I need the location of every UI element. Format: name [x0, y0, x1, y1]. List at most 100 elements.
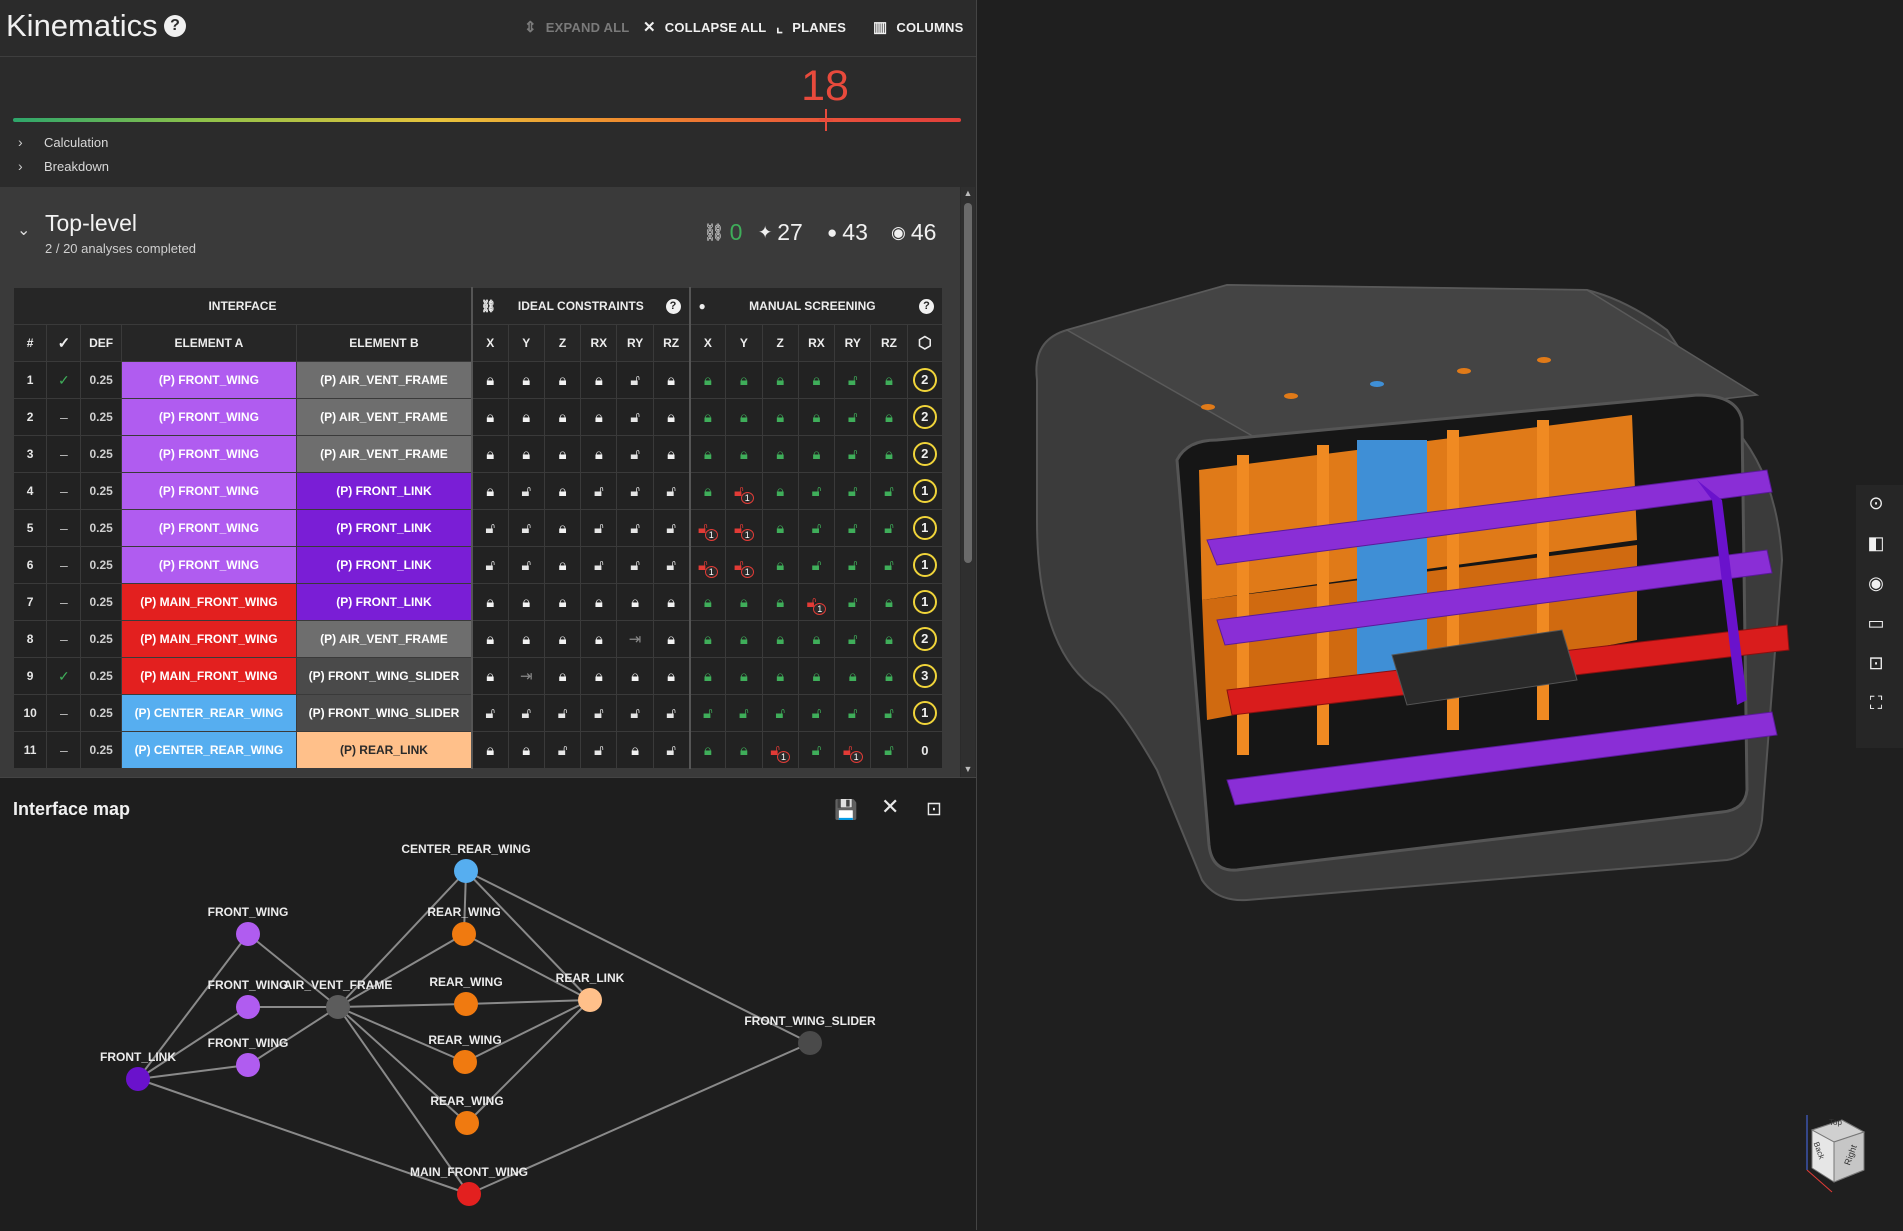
element-a-cell[interactable]: (P) FRONT_WING	[120, 509, 298, 547]
manual-screening-cell[interactable]: 🔓︎1	[688, 546, 727, 584]
ideal-constraint-cell[interactable]: ⇥	[616, 620, 654, 658]
manual-screening-cell[interactable]: 🔒︎	[688, 731, 727, 769]
ideal-constraint-cell[interactable]: 🔒︎	[580, 398, 618, 436]
chevron-down-icon[interactable]: ⌄	[17, 222, 31, 239]
fullscreen-icon[interactable]: ⛶	[1869, 693, 1883, 713]
graph-node[interactable]	[578, 988, 602, 1012]
columns-button[interactable]: ▥ COLUMNS	[873, 14, 964, 40]
ideal-constraint-cell[interactable]: 🔒︎	[507, 620, 545, 658]
ideal-constraint-cell[interactable]: 🔓︎	[470, 546, 509, 584]
save-icon[interactable]: 💾	[834, 800, 858, 821]
manual-screening-cell[interactable]: 🔓︎	[870, 509, 908, 547]
ideal-constraint-cell[interactable]: 🔒︎	[652, 398, 691, 436]
3d-model-render[interactable]	[977, 0, 1903, 1230]
manual-screening-cell[interactable]: 🔒︎	[834, 657, 872, 695]
manual-screening-cell[interactable]: 🔒︎	[797, 657, 836, 695]
table-row[interactable]: 4–0.25 (P) FRONT_WING (P) FRONT_LINK 🔒︎ 🔓︎ 🔒︎…	[12, 472, 944, 510]
table-row[interactable]: 3–0.25 (P) FRONT_WING (P) AIR_VENT_FRAME 🔒︎…	[12, 435, 944, 473]
manual-screening-cell[interactable]: 🔒︎	[688, 620, 727, 658]
ideal-constraint-cell[interactable]: 🔒︎	[543, 620, 582, 658]
ideal-constraint-cell[interactable]: 🔒︎	[543, 435, 582, 473]
element-a-cell[interactable]: (P) CENTER_REAR_WING	[120, 694, 298, 732]
table-row[interactable]: 1 ✓ 0.25 (P) FRONT_WING (P) AIR_VENT_FRAME 🔒︎…	[12, 361, 944, 399]
manual-screening-cell[interactable]: 🔓︎	[870, 731, 908, 769]
manual-screening-cell[interactable]: 🔓︎	[834, 546, 872, 584]
element-a-cell[interactable]: (P) FRONT_WING	[120, 546, 298, 584]
graph-node[interactable]	[453, 1050, 477, 1074]
manual-screening-cell[interactable]: 🔒︎	[761, 509, 799, 547]
graph-node[interactable]	[236, 1053, 260, 1077]
manual-screening-cell[interactable]: 🔒︎	[688, 361, 727, 399]
element-b-cell[interactable]: (P) AIR_VENT_FRAME	[296, 361, 473, 399]
ideal-constraint-cell[interactable]: 🔒︎	[507, 398, 545, 436]
close-icon[interactable]: ✕	[881, 794, 900, 819]
ideal-constraint-cell[interactable]: 🔓︎	[652, 472, 691, 510]
ideal-constraint-cell[interactable]: 🔓︎	[580, 694, 618, 732]
help-icon[interactable]: ?	[919, 298, 934, 314]
manual-screening-cell[interactable]: 🔒︎	[688, 583, 727, 621]
table-row[interactable]: 11–0.25 (P) CENTER_REAR_WING (P) REAR_LINK…	[12, 731, 944, 769]
ideal-constraint-cell[interactable]: 🔓︎	[580, 472, 618, 510]
table-row[interactable]: 8–0.25 (P) MAIN_FRONT_WING (P) AIR_VENT_FR…	[12, 620, 944, 658]
element-a-cell[interactable]: (P) CENTER_REAR_WING	[120, 731, 298, 769]
ideal-constraint-cell[interactable]: 🔒︎	[652, 583, 691, 621]
ideal-constraint-cell[interactable]: 🔒︎	[470, 620, 509, 658]
help-icon[interactable]: ?	[164, 15, 186, 37]
graph-node[interactable]	[454, 859, 478, 883]
manual-screening-cell[interactable]: 🔓︎	[797, 694, 836, 732]
ideal-constraint-cell[interactable]: 🔓︎	[543, 694, 582, 732]
ideal-constraint-cell[interactable]: 🔒︎	[616, 583, 654, 621]
manual-screening-cell[interactable]: 🔒︎	[761, 361, 799, 399]
manual-screening-cell[interactable]: 🔒︎	[797, 398, 836, 436]
table-row[interactable]: 2–0.25 (P) FRONT_WING (P) AIR_VENT_FRAME 🔒︎…	[12, 398, 944, 436]
element-b-cell[interactable]: (P) FRONT_WING_SLIDER	[296, 694, 473, 732]
collapse-all-button[interactable]: ✕ COLLAPSE ALL	[643, 14, 766, 40]
element-a-cell[interactable]: (P) FRONT_WING	[120, 361, 298, 399]
expand-all-button[interactable]: ⇕ EXPAND ALL	[524, 14, 629, 40]
ideal-constraint-cell[interactable]: 🔓︎	[652, 546, 691, 584]
table-row[interactable]: 6–0.25 (P) FRONT_WING (P) FRONT_LINK 🔓︎ 🔓︎ 🔒︎…	[12, 546, 944, 584]
graph-node[interactable]	[455, 1111, 479, 1135]
manual-screening-cell[interactable]: 🔓︎	[797, 731, 836, 769]
ideal-constraint-cell[interactable]: 🔒︎	[616, 657, 654, 695]
graph-node[interactable]	[452, 922, 476, 946]
focus-icon[interactable]: ⊡	[1868, 653, 1884, 673]
table-row[interactable]: 7–0.25 (P) MAIN_FRONT_WING (P) FRONT_LINK 🔒…	[12, 583, 944, 621]
ideal-constraint-cell[interactable]: 🔒︎	[470, 361, 509, 399]
table-row[interactable]: 5–0.25 (P) FRONT_WING (P) FRONT_LINK 🔓︎ 🔓︎ 🔒︎…	[12, 509, 944, 547]
ideal-constraint-cell[interactable]: 🔒︎	[616, 731, 654, 769]
ideal-constraint-cell[interactable]: 🔒︎	[470, 657, 509, 695]
scroll-up-icon[interactable]: ▲	[963, 188, 973, 198]
manual-screening-cell[interactable]: 🔒︎	[688, 435, 727, 473]
ideal-constraint-cell[interactable]: 🔒︎	[543, 361, 582, 399]
element-a-cell[interactable]: (P) FRONT_WING	[120, 472, 298, 510]
manual-screening-cell[interactable]: 🔓︎1	[725, 472, 763, 510]
table-row[interactable]: 9 ✓ 0.25 (P) MAIN_FRONT_WING (P) FRONT_WING_…	[12, 657, 944, 695]
element-b-cell[interactable]: (P) AIR_VENT_FRAME	[296, 620, 473, 658]
manual-screening-cell[interactable]: 🔓︎1	[688, 509, 727, 547]
manual-screening-cell[interactable]: 🔓︎	[834, 694, 872, 732]
ideal-constraint-cell[interactable]: 🔓︎	[507, 694, 545, 732]
table-scrollbar[interactable]: ▲ ▼	[961, 187, 975, 777]
manual-screening-cell[interactable]: 🔓︎	[870, 694, 908, 732]
element-b-cell[interactable]: (P) REAR_LINK	[296, 731, 473, 769]
manual-screening-cell[interactable]: 🔒︎	[725, 657, 763, 695]
manual-screening-cell[interactable]: 🔒︎	[725, 620, 763, 658]
manual-screening-cell[interactable]: 🔒︎	[870, 361, 908, 399]
manual-screening-cell[interactable]: 🔒︎	[797, 435, 836, 473]
manual-screening-cell[interactable]: 🔓︎	[761, 694, 799, 732]
manual-screening-cell[interactable]: 🔒︎	[761, 620, 799, 658]
ideal-constraint-cell[interactable]: 🔓︎	[507, 509, 545, 547]
manual-screening-cell[interactable]: 🔒︎	[797, 620, 836, 658]
ideal-constraint-cell[interactable]: 🔒︎	[543, 657, 582, 695]
manual-screening-cell[interactable]: 🔓︎	[834, 361, 872, 399]
ideal-constraint-cell[interactable]: 🔒︎	[580, 361, 618, 399]
manual-screening-cell[interactable]: 🔒︎	[761, 472, 799, 510]
manual-screening-cell[interactable]: 🔒︎	[761, 583, 799, 621]
ideal-constraint-cell[interactable]: 🔒︎	[543, 546, 582, 584]
manual-screening-cell[interactable]: 🔒︎	[870, 657, 908, 695]
manual-screening-cell[interactable]: 🔒︎	[761, 398, 799, 436]
element-a-cell[interactable]: (P) FRONT_WING	[120, 398, 298, 436]
ideal-constraint-cell[interactable]: 🔓︎	[580, 731, 618, 769]
graph-node[interactable]	[454, 992, 478, 1016]
